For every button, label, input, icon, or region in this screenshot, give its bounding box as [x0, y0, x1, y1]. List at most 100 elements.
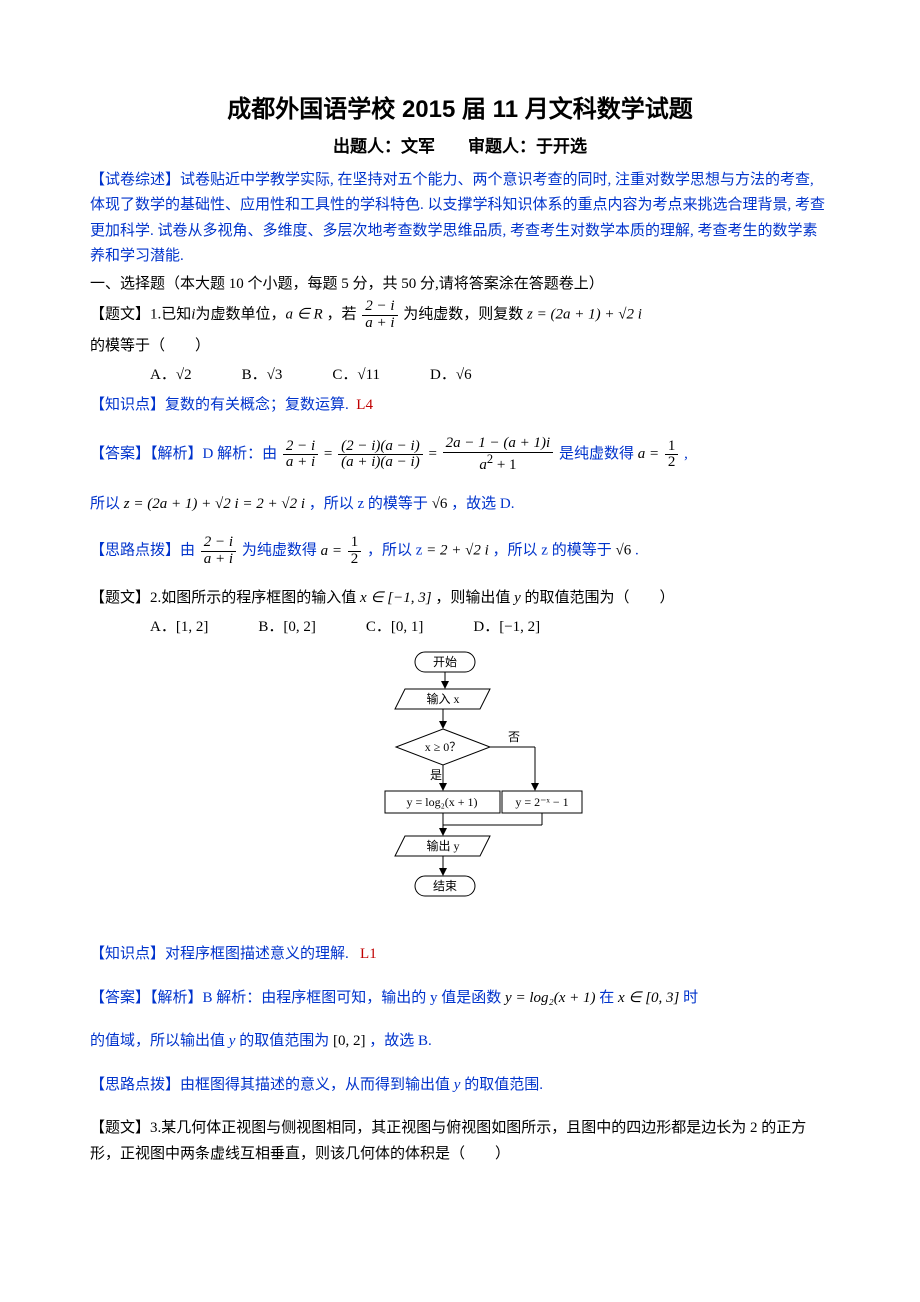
q2-al2-range: [0, 2] — [333, 1033, 366, 1049]
fc-input: 输入 x — [426, 691, 459, 706]
q1-ha-n: 1 — [348, 535, 362, 552]
q1-a-den: 2 — [665, 455, 679, 471]
q1-answer-mid: 是纯虚数得 — [559, 446, 638, 462]
q2-xrange: x ∈ [−1, 3] — [360, 590, 432, 606]
q2-ans-xr: x ∈ [0, 3] — [618, 990, 679, 1006]
q1-a-frac: 12 — [665, 439, 679, 472]
q1-optC: C．√11 — [332, 363, 380, 389]
q1-hint-frac: 2 − ia + i — [201, 535, 236, 568]
q3-tag: 【题文】 — [90, 1120, 150, 1136]
q1-a-num: 1 — [665, 439, 679, 456]
q1-ans-frac1: 2 − ia + i — [283, 439, 318, 472]
q3-num: 3. — [150, 1120, 161, 1136]
q1-hf-d: a + i — [201, 552, 236, 568]
q1-optC-val: √11 — [357, 367, 380, 383]
q1-knowledge-tag: 【知识点】 — [90, 397, 165, 413]
q2-hint-end: 的取值范围. — [460, 1077, 543, 1093]
fc-output: 输出 y — [426, 838, 459, 853]
q2-optD-val: [−1, 2] — [499, 619, 540, 635]
q1-stem: 【题文】1.已知i为虚数单位，a ∈ R ，若 2 − ia + i 为纯虚数，… — [90, 299, 830, 332]
q1-mid3: 为纯虚数，则复数 — [403, 307, 527, 323]
q2-knowledge: 【知识点】对程序框图描述意义的理解. L1 — [90, 942, 830, 968]
q1-stem-line2: 的模等于（ ） — [90, 334, 830, 360]
q2-end: 的取值范围为（ ） — [521, 590, 675, 606]
q1-ans-f3d-plus: + 1 — [493, 457, 516, 473]
q1-ha-eq: a = — [321, 543, 346, 559]
q2-num: 2. — [150, 590, 161, 606]
q1-hint-mid2: ，所以 z — [367, 543, 422, 559]
q1-frac-num: 2 − i — [362, 299, 397, 316]
q1-mid1: 为虚数单位， — [195, 307, 285, 323]
q2-ans-func: y = log₂(x + 1) — [505, 990, 595, 1006]
q1-ans-f1d: a + i — [283, 455, 318, 471]
author-name: 文军 — [401, 137, 435, 156]
overview-tag: 【试卷综述】 — [90, 172, 180, 188]
q2-al2-end: ，故选 B. — [365, 1033, 431, 1049]
q1-eq2: = — [428, 446, 440, 462]
fc-cond: x ≥ 0？ — [425, 740, 462, 754]
q1-al2-mid: ，所以 z 的模等于 — [309, 496, 432, 512]
q1-frac-den: a + i — [362, 316, 397, 332]
q1-optA: A．√2 — [150, 363, 192, 389]
fc-yes: 是 — [430, 768, 442, 782]
fc-yes-box: y = log₂(x + 1) — [406, 795, 477, 809]
q1-answer: 【答案】【解析】D 解析：由 2 − ia + i = (2 − i)(a − … — [90, 436, 830, 474]
q2-answer-line2: 的值域，所以输出值 y 的取值范围为 [0, 2] ，故选 B. — [90, 1029, 830, 1055]
q1-a: a ∈ R — [285, 307, 322, 323]
q1-ans-f3d: a2 + 1 — [443, 453, 554, 474]
fc-no-box: y = 2⁻ˣ − 1 — [515, 795, 568, 809]
q1-ans-frac3: 2a − 1 − (a + 1)i a2 + 1 — [443, 436, 554, 474]
q1-knowledge: 【知识点】复数的有关概念；复数运算. L4 — [90, 393, 830, 419]
q1-answer-letter: D — [203, 446, 214, 462]
q1-frac: 2 − ia + i — [362, 299, 397, 332]
q2-answer-tag: 【答案】【解析】 — [90, 990, 203, 1006]
q1-mid2: ，若 — [323, 307, 361, 323]
q1-ans-f2d: (a + i)(a − i) — [338, 455, 423, 471]
q1-ans-frac2: (2 − i)(a − i)(a + i)(a − i) — [338, 439, 423, 472]
q1-options: A．√2 B．√3 C．√11 D．√6 — [90, 363, 830, 389]
q1-al2-pre: 所以 — [90, 496, 124, 512]
overview-paragraph: 【试卷综述】试卷贴近中学教学实际, 在坚持对五个能力、两个意识考查的同时, 注重… — [90, 168, 830, 270]
q2-al2-pre: 的值域，所以输出值 — [90, 1033, 229, 1049]
author-label: 出题人： — [333, 137, 401, 156]
q1-optB-label: B． — [242, 367, 267, 383]
q2-optA-val: [1, 2] — [176, 619, 209, 635]
q1-hf-n: 2 − i — [201, 535, 236, 552]
q1-optB: B．√3 — [242, 363, 283, 389]
q1-eq1: = — [324, 446, 336, 462]
q2-optB-label: B． — [258, 619, 283, 635]
q2-optB-val: [0, 2] — [283, 619, 316, 635]
q1-optA-label: A． — [150, 367, 176, 383]
q3-stem: 【题文】3.某几何体正视图与侧视图相同，其正视图与俯视图如图所示，且图中的四边形… — [90, 1116, 830, 1167]
q1-optD-label: D． — [430, 367, 456, 383]
q2-optB: B．[0, 2] — [258, 615, 316, 641]
q1-ha-frac: 12 — [348, 535, 362, 568]
overview-text: 试卷贴近中学教学实际, 在坚持对五个能力、两个意识考查的同时, 注重对数学思想与… — [90, 172, 825, 265]
reviewer-label: 审题人： — [468, 137, 536, 156]
q2-optD-label: D． — [473, 619, 499, 635]
q1-al2-end: ，故选 D. — [451, 496, 514, 512]
q2-hint: 【思路点拨】由框图得其描述的意义，从而得到输出值 y 的取值范围. — [90, 1073, 830, 1099]
q1-hint-end: . — [635, 543, 639, 559]
page-subtitle: 出题人：文军 审题人：于开选 — [90, 133, 830, 162]
q2-y: y — [514, 590, 521, 606]
q1-answer-tag: 【答案】【解析】 — [90, 446, 203, 462]
q2-ans-mid1: 在 — [599, 990, 618, 1006]
section-1-header: 一、选择题（本大题 10 个小题，每题 5 分，共 50 分,请将答案涂在答题卷… — [90, 272, 830, 298]
fc-no: 否 — [508, 730, 520, 744]
q2-optC: C．[0, 1] — [366, 615, 424, 641]
q2-mid: ，则输出值 — [432, 590, 515, 606]
flowchart-svg: 开始 输入 x x ≥ 0？ 是 否 y = log₂(x + 1) y = 2… — [330, 647, 590, 907]
q2-optA-label: A． — [150, 619, 176, 635]
q1-al2-mod: √6 — [432, 496, 448, 512]
q1-answer-pre: 解析：由 — [213, 446, 281, 462]
q1-knowledge-code: L4 — [356, 397, 373, 413]
q2-optC-val: [0, 1] — [391, 619, 424, 635]
q2-knowledge-code: L1 — [360, 946, 377, 962]
q1-hint-mid1: 为纯虚数得 — [242, 543, 321, 559]
q1-hz: = 2 + √2 i — [426, 543, 489, 559]
q1-text-pre: 已知 — [161, 307, 191, 323]
q1-optB-val: √3 — [267, 367, 283, 383]
q1-num: 1. — [150, 307, 161, 323]
q1-hmod: √6 — [615, 543, 631, 559]
